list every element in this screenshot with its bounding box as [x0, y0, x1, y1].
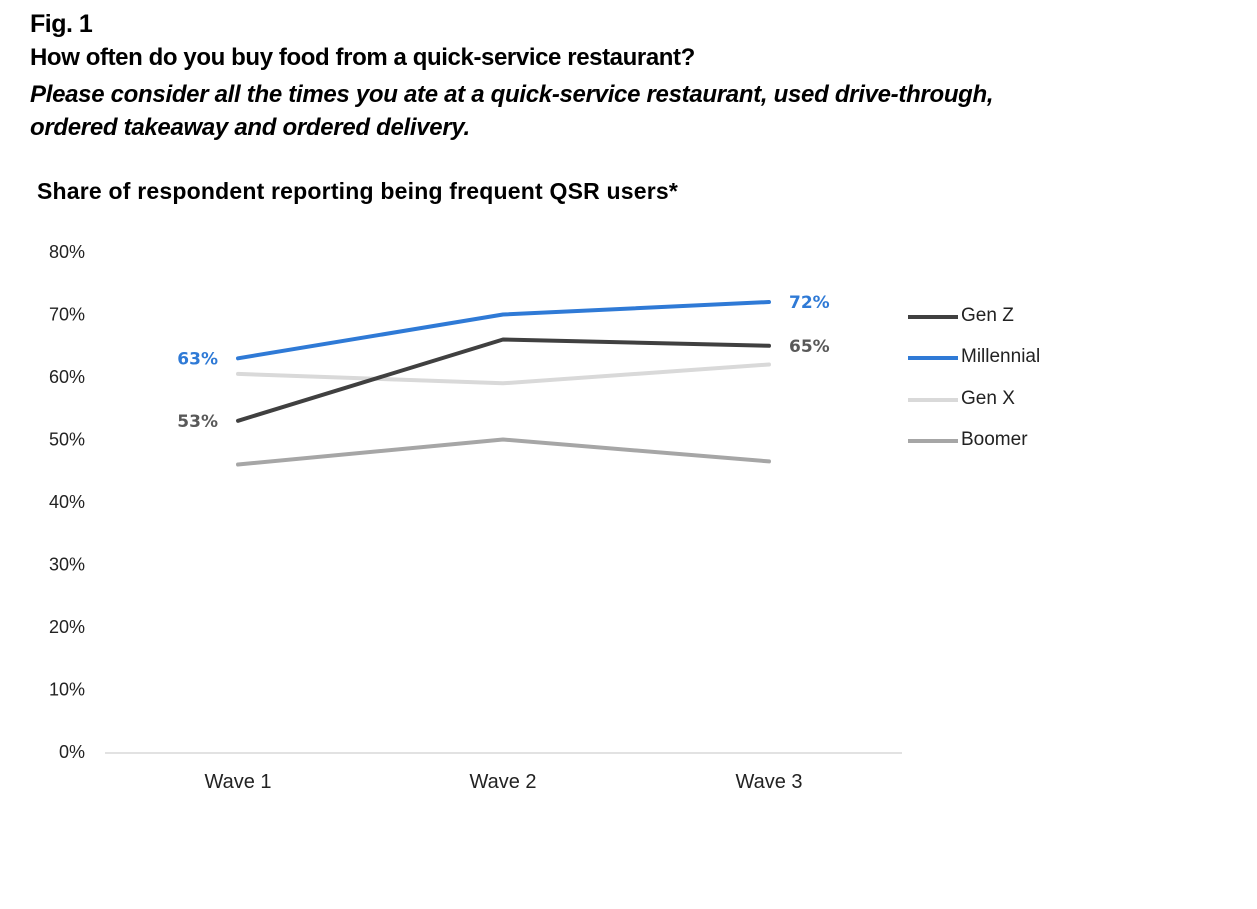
legend-label: Gen Z	[961, 304, 1014, 326]
x-category-label: Wave 2	[469, 771, 536, 793]
data-label-gen-z: 65%	[789, 337, 830, 357]
y-tick-label: 0%	[59, 742, 85, 762]
survey-question: How often do you buy food from a quick-s…	[30, 44, 695, 71]
legend-item-gen-x: Gen X	[908, 378, 1040, 420]
chart-title: Share of respondent reporting being freq…	[37, 178, 679, 204]
y-tick-label: 80%	[49, 242, 85, 262]
y-tick-label: 40%	[49, 492, 85, 512]
x-axis-category-labels: Wave 1 Wave 2 Wave 3	[204, 771, 802, 793]
series-line-gen-x	[236, 362, 771, 386]
legend-swatch	[908, 314, 958, 319]
legend-swatch	[908, 356, 958, 361]
x-category-label: Wave 1	[204, 771, 271, 793]
survey-instruction: Please consider all the times you ate at…	[30, 81, 994, 141]
data-label-millennial: 72%	[789, 293, 830, 313]
legend-item-gen-z: Gen Z	[908, 295, 1040, 337]
legend-item-boomer: Boomer	[908, 420, 1040, 462]
y-axis-tick-labels: 0% 10% 20% 30% 40% 50% 60% 70% 80%	[49, 242, 85, 762]
series-line-millennial	[236, 300, 771, 361]
legend-label: Gen X	[961, 387, 1015, 409]
legend-label: Millennial	[961, 346, 1041, 368]
series-line-gen-z	[236, 337, 771, 423]
data-labels: 53% 65% 63% 72%	[177, 293, 829, 432]
y-tick-label: 10%	[49, 680, 85, 700]
y-tick-label: 70%	[49, 305, 85, 325]
data-label-millennial: 63%	[177, 349, 218, 369]
legend-swatch	[908, 439, 958, 444]
y-tick-label: 20%	[49, 617, 85, 637]
data-label-gen-z: 53%	[177, 412, 218, 432]
legend-swatch	[908, 397, 958, 402]
series-lines	[236, 300, 771, 467]
series-line-boomer	[236, 437, 771, 467]
y-tick-label: 50%	[49, 430, 85, 450]
legend-label: Boomer	[961, 429, 1028, 451]
y-tick-label: 60%	[49, 367, 85, 387]
legend-item-millennial: Millennial	[908, 337, 1040, 379]
chart-legend: Gen Z Millennial Gen X Boomer	[908, 295, 1040, 461]
figure-label: Fig. 1	[30, 10, 93, 38]
x-category-label: Wave 3	[735, 771, 802, 793]
y-tick-label: 30%	[49, 555, 85, 575]
